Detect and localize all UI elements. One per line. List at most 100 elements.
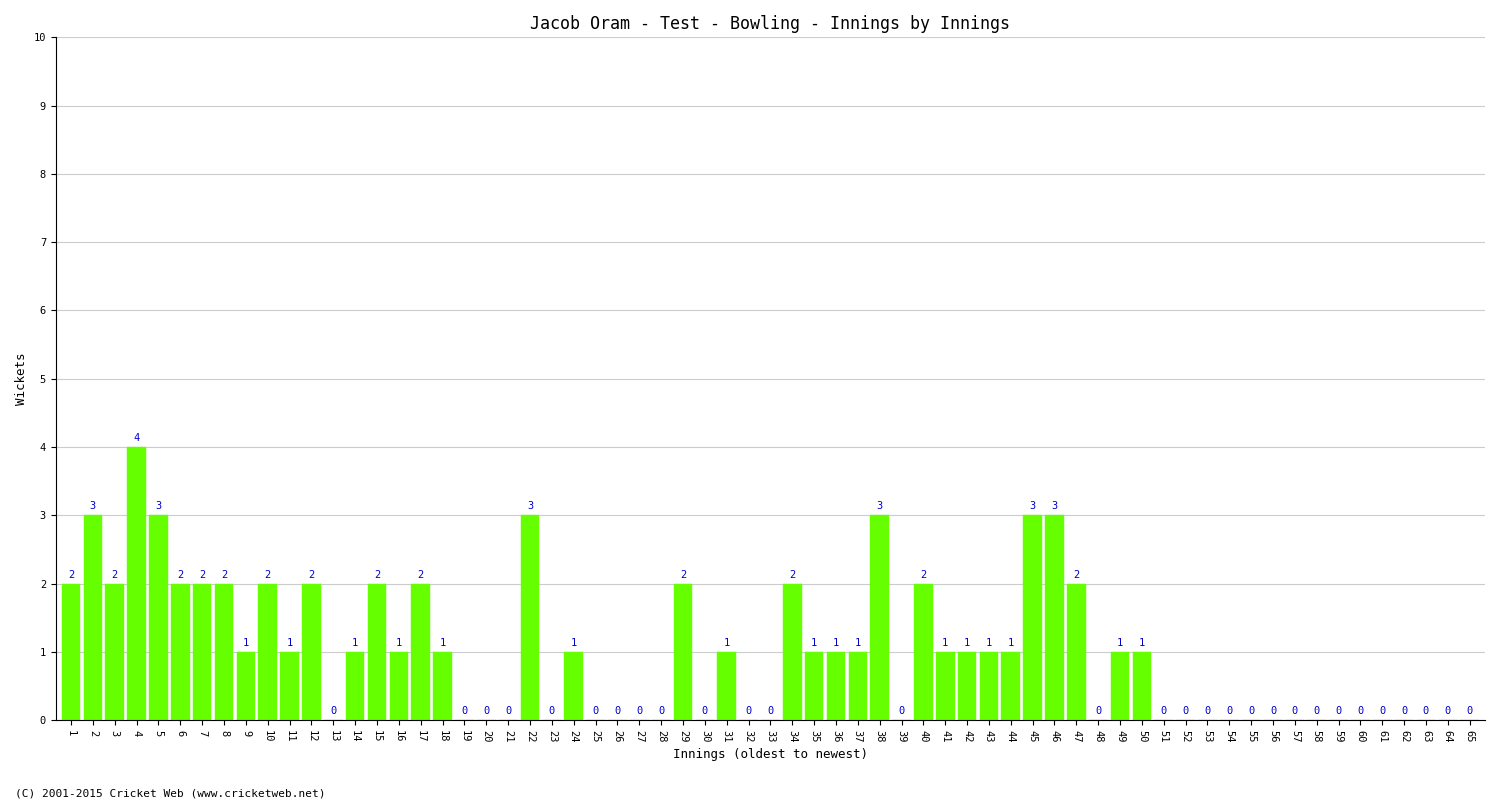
Text: 0: 0: [506, 706, 512, 716]
Bar: [914, 584, 933, 720]
Text: 0: 0: [1401, 706, 1407, 716]
Bar: [1023, 515, 1042, 720]
Bar: [411, 584, 430, 720]
Text: 3: 3: [526, 502, 532, 511]
Bar: [1112, 652, 1130, 720]
Bar: [783, 584, 801, 720]
Bar: [958, 652, 976, 720]
Bar: [980, 652, 998, 720]
Bar: [84, 515, 102, 720]
Text: 0: 0: [1204, 706, 1210, 716]
Text: 0: 0: [1335, 706, 1341, 716]
Bar: [674, 584, 693, 720]
Text: 0: 0: [898, 706, 904, 716]
Text: 2: 2: [309, 570, 315, 579]
Bar: [806, 652, 824, 720]
Text: 0: 0: [658, 706, 664, 716]
Text: 1: 1: [723, 638, 730, 648]
Text: 1: 1: [396, 638, 402, 648]
Text: 2: 2: [68, 570, 74, 579]
Bar: [870, 515, 889, 720]
Text: 0: 0: [1095, 706, 1101, 716]
Text: 0: 0: [702, 706, 708, 716]
Bar: [171, 584, 189, 720]
Text: 0: 0: [1444, 706, 1450, 716]
Text: (C) 2001-2015 Cricket Web (www.cricketweb.net): (C) 2001-2015 Cricket Web (www.cricketwe…: [15, 788, 326, 798]
Bar: [346, 652, 364, 720]
Text: 0: 0: [1358, 706, 1364, 716]
Bar: [827, 652, 844, 720]
Text: 0: 0: [636, 706, 642, 716]
Bar: [214, 584, 234, 720]
Title: Jacob Oram - Test - Bowling - Innings by Innings: Jacob Oram - Test - Bowling - Innings by…: [531, 15, 1011, 33]
Text: 0: 0: [746, 706, 752, 716]
Text: 2: 2: [417, 570, 424, 579]
Text: 1: 1: [942, 638, 948, 648]
Text: 1: 1: [243, 638, 249, 648]
Text: 0: 0: [330, 706, 336, 716]
Text: 0: 0: [1314, 706, 1320, 716]
Bar: [433, 652, 451, 720]
Text: 1: 1: [286, 638, 292, 648]
Text: 0: 0: [1161, 706, 1167, 716]
Text: 0: 0: [1248, 706, 1254, 716]
Text: 4: 4: [134, 433, 140, 443]
Text: 1: 1: [855, 638, 861, 648]
Bar: [390, 652, 408, 720]
Bar: [1066, 584, 1086, 720]
Text: 1: 1: [352, 638, 358, 648]
Text: 2: 2: [220, 570, 226, 579]
Bar: [368, 584, 387, 720]
Text: 2: 2: [789, 570, 795, 579]
Text: 0: 0: [1226, 706, 1233, 716]
Text: 2: 2: [177, 570, 183, 579]
Text: 2: 2: [111, 570, 118, 579]
Text: 0: 0: [1378, 706, 1386, 716]
Bar: [302, 584, 321, 720]
Text: 3: 3: [156, 502, 162, 511]
Bar: [105, 584, 125, 720]
Bar: [717, 652, 736, 720]
Text: 3: 3: [876, 502, 884, 511]
X-axis label: Innings (oldest to newest): Innings (oldest to newest): [674, 748, 868, 761]
Bar: [128, 447, 146, 720]
Text: 1: 1: [1008, 638, 1014, 648]
Bar: [1046, 515, 1064, 720]
Text: 0: 0: [615, 706, 621, 716]
Text: 2: 2: [264, 570, 272, 579]
Text: 0: 0: [462, 706, 468, 716]
Text: 1: 1: [570, 638, 578, 648]
Bar: [258, 584, 278, 720]
Bar: [564, 652, 584, 720]
Bar: [520, 515, 540, 720]
Text: 0: 0: [1292, 706, 1298, 716]
Bar: [194, 584, 211, 720]
Bar: [280, 652, 298, 720]
Text: 2: 2: [920, 570, 927, 579]
Text: 0: 0: [1467, 706, 1473, 716]
Text: 0: 0: [483, 706, 489, 716]
Text: 3: 3: [1052, 502, 1058, 511]
Text: 1: 1: [986, 638, 992, 648]
Text: 1: 1: [1138, 638, 1144, 648]
Text: 1: 1: [1118, 638, 1124, 648]
Text: 0: 0: [768, 706, 774, 716]
Text: 2: 2: [374, 570, 380, 579]
Bar: [849, 652, 867, 720]
Bar: [936, 652, 954, 720]
Text: 2: 2: [1072, 570, 1080, 579]
Text: 3: 3: [1029, 502, 1036, 511]
Text: 1: 1: [833, 638, 839, 648]
Bar: [148, 515, 168, 720]
Text: 0: 0: [1270, 706, 1276, 716]
Text: 3: 3: [90, 502, 96, 511]
Bar: [237, 652, 255, 720]
Bar: [1002, 652, 1020, 720]
Text: 0: 0: [1182, 706, 1188, 716]
Bar: [1132, 652, 1150, 720]
Text: 2: 2: [680, 570, 686, 579]
Text: 2: 2: [200, 570, 206, 579]
Text: 0: 0: [592, 706, 598, 716]
Text: 1: 1: [964, 638, 970, 648]
Text: 0: 0: [549, 706, 555, 716]
